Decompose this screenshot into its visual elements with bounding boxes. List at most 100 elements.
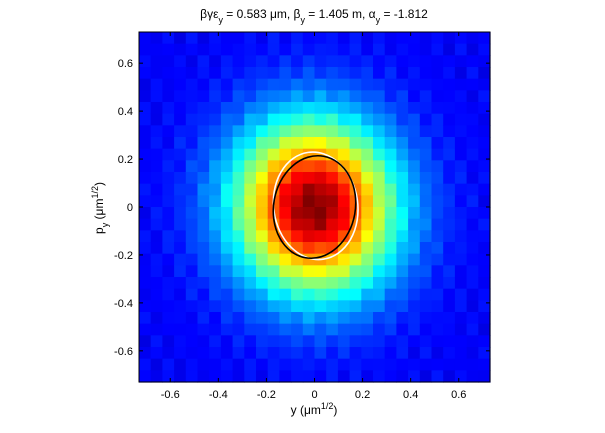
heatmap-cell	[185, 102, 199, 115]
heatmap-cell	[139, 288, 152, 301]
heatmap-cell	[244, 43, 257, 56]
heatmap-cell	[232, 253, 245, 266]
heatmap-cell	[443, 277, 456, 290]
heatmap-cell	[150, 183, 163, 196]
heatmap-cell	[197, 288, 210, 301]
heatmap-cell	[174, 113, 187, 126]
heatmap-cell	[466, 113, 479, 126]
heatmap-cell	[174, 43, 187, 56]
heatmap-cell	[384, 125, 397, 138]
heatmap-cell	[302, 137, 316, 150]
heatmap-cell	[314, 312, 327, 325]
heatmap-cell	[232, 207, 245, 220]
heatmap-cell	[291, 323, 304, 336]
heatmap-cell	[220, 265, 234, 278]
heatmap-cell	[349, 125, 362, 138]
heatmap-cell	[209, 312, 222, 325]
heatmap-cell	[244, 230, 257, 243]
heatmap-cell	[314, 265, 327, 278]
heatmap-cell	[185, 370, 199, 383]
heatmap-cell	[314, 195, 327, 208]
heatmap-cell	[139, 55, 152, 68]
heatmap-cell	[373, 90, 386, 103]
heatmap-cell	[267, 78, 280, 91]
heatmap-cell	[174, 148, 187, 161]
heatmap-cell	[244, 78, 257, 91]
heatmap-cell	[174, 242, 187, 255]
heatmap-cell	[373, 113, 386, 126]
heatmap-cell	[220, 253, 234, 266]
heatmap-cell	[139, 358, 152, 371]
heatmap-cell	[139, 277, 152, 290]
heatmap-cell	[302, 43, 316, 56]
heatmap-cell	[337, 347, 351, 360]
heatmap-cell	[209, 265, 222, 278]
heatmap-cell	[267, 312, 280, 325]
heatmap-cell	[326, 300, 339, 313]
heatmap-cell	[256, 300, 269, 313]
heatmap-cell	[197, 370, 210, 383]
heatmap-cell	[197, 160, 210, 173]
heatmap-cell	[256, 67, 269, 80]
heatmap-cell	[443, 148, 456, 161]
heatmap-cell	[326, 113, 339, 126]
heatmap-cell	[478, 230, 491, 243]
heatmap-cell	[314, 370, 327, 383]
heatmap-cell	[408, 148, 421, 161]
heatmap-cell	[361, 113, 374, 126]
heatmap-cell	[279, 32, 292, 45]
heatmap-cell	[443, 90, 456, 103]
heatmap-cell	[454, 148, 468, 161]
heatmap-cell	[478, 218, 491, 231]
heatmap-cell	[185, 67, 199, 80]
heatmap-cell	[396, 300, 409, 313]
heatmap-cell	[291, 78, 304, 91]
heatmap-cell	[232, 358, 245, 371]
heatmap-cell	[384, 335, 397, 348]
heatmap-cell	[220, 218, 234, 231]
heatmap-cell	[244, 335, 257, 348]
heatmap-cell	[162, 347, 175, 360]
heatmap-cell	[279, 253, 292, 266]
heatmap-cell	[174, 207, 187, 220]
heatmap-cell	[396, 183, 409, 196]
heatmap-cell	[139, 323, 152, 336]
heatmap-cell	[185, 172, 199, 185]
heatmap-cell	[232, 347, 245, 360]
y-tick-label: 0.6	[118, 58, 133, 70]
heatmap-cell	[431, 242, 444, 255]
heatmap-cell	[162, 102, 175, 115]
heatmap-cell	[431, 207, 444, 220]
heatmap-cell	[291, 183, 304, 196]
heatmap-cell	[174, 160, 187, 173]
heatmap-cell	[162, 113, 175, 126]
heatmap-cell	[197, 90, 210, 103]
heatmap-cell	[244, 160, 257, 173]
heatmap-cell	[209, 32, 222, 45]
heatmap-cell	[150, 312, 163, 325]
heatmap-cell	[419, 277, 433, 290]
heatmap-cell	[408, 358, 421, 371]
heatmap-cell	[361, 148, 374, 161]
heatmap-cell	[408, 265, 421, 278]
heatmap-cell	[209, 172, 222, 185]
heatmap-cell	[326, 125, 339, 138]
heatmap-cell	[349, 358, 362, 371]
heatmap-cell	[174, 347, 187, 360]
heatmap-cell	[314, 358, 327, 371]
heatmap-cell	[431, 43, 444, 56]
heatmap-cell	[431, 125, 444, 138]
heatmap-cell	[326, 43, 339, 56]
heatmap-cell	[373, 183, 386, 196]
heatmap-cell	[396, 347, 409, 360]
heatmap-cell	[162, 137, 175, 150]
heatmap-cell	[431, 347, 444, 360]
heatmap-cell	[454, 312, 468, 325]
heatmap-cell	[326, 218, 339, 231]
heatmap-cell	[150, 195, 163, 208]
heatmap-cell	[373, 242, 386, 255]
heatmap-cell	[337, 102, 351, 115]
heatmap-cell	[162, 253, 175, 266]
heatmap-cell	[185, 125, 199, 138]
heatmap-cell	[384, 67, 397, 80]
